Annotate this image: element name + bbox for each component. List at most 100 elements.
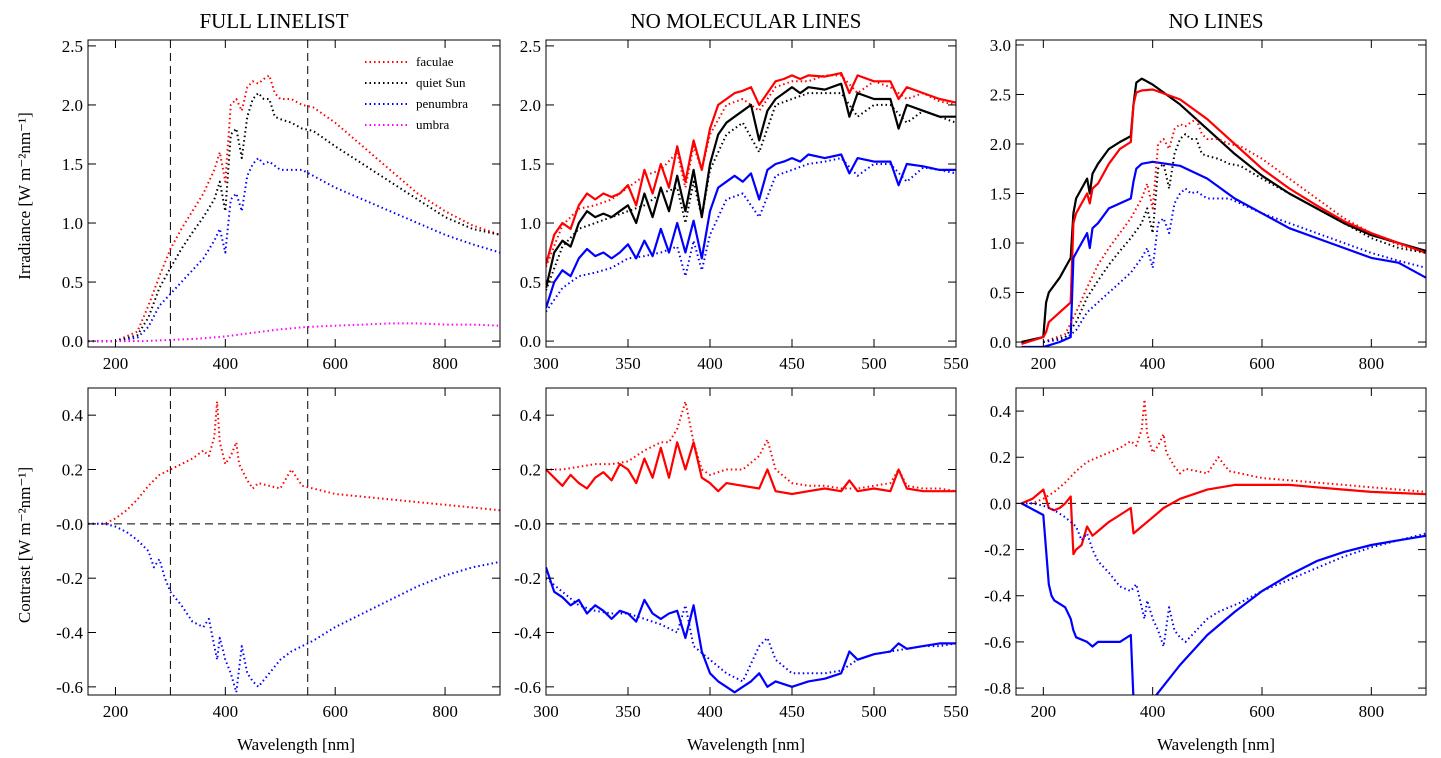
panel-p5: 300 350 400 450 500 550 0.4 0.2 -0.0 -0.2 -0.4 -0.6 bbox=[514, 387, 969, 721]
axes-frame-p3 bbox=[1015, 39, 1427, 348]
ytick-label-p2-3: 1.5 bbox=[520, 155, 541, 174]
xtick-label-p6-3: 800 bbox=[1359, 702, 1385, 721]
title-full-linelist: FULL LINELIST bbox=[199, 9, 348, 33]
ytick-label-p6-2: 0.0 bbox=[990, 494, 1011, 513]
series-p3-faculae-solid bbox=[1021, 88, 1426, 346]
xtick-label-p5-3: 450 bbox=[779, 702, 805, 721]
series-p5-faculae-dotted bbox=[546, 400, 956, 493]
series-p6-penumbra-solid bbox=[1020, 502, 1426, 695]
ytick-label-p4-1: 0.2 bbox=[62, 461, 83, 480]
xtick-label-p1-2: 600 bbox=[322, 354, 348, 373]
series-p6-penumbra-dotted bbox=[1021, 502, 1426, 648]
series-p3-quiet-sun-solid bbox=[1021, 77, 1426, 344]
axes-frame-p4 bbox=[87, 387, 501, 696]
ytick-label-p3-3: 1.5 bbox=[990, 185, 1011, 204]
plot-area-p2 bbox=[546, 72, 956, 313]
ylabel-contrast: Contrast [W m⁻²nm⁻¹] bbox=[15, 467, 34, 623]
xtick-label-p2-5: 550 bbox=[943, 354, 969, 373]
panel-p3: 200 400 600 800 0.0 0.5 1.0 1.5 2.0 2.5 3.0 bbox=[990, 36, 1427, 373]
ytick-label-p2-0: 0.0 bbox=[520, 332, 541, 351]
xtick-label-p5-5: 550 bbox=[943, 702, 969, 721]
panel-p2: 300 350 400 450 500 550 0.0 0.5 1.0 1.5 2.0 2.5 bbox=[520, 37, 969, 373]
series-p1-faculae bbox=[88, 74, 500, 343]
ytick-label-p4-2: -0.0 bbox=[56, 515, 83, 534]
ylabel-irradiance: Irradiance [W m⁻²nm⁻¹] bbox=[15, 112, 34, 280]
ytick-label-p1-3: 1.5 bbox=[62, 155, 83, 174]
series-p4-faculae-contrast bbox=[88, 400, 500, 525]
legend-label-umbra: umbra bbox=[416, 117, 449, 132]
series-p1-umbra bbox=[88, 322, 500, 343]
ytick-label-p6-4: -0.4 bbox=[984, 587, 1011, 606]
xtick-label-p2-3: 450 bbox=[779, 354, 805, 373]
xtick-label-p6-0: 200 bbox=[1031, 702, 1057, 721]
ytick-label-p6-5: -0.6 bbox=[984, 633, 1011, 652]
ytick-label-p1-1: 0.5 bbox=[62, 273, 83, 292]
axes-frame-p2 bbox=[545, 39, 957, 348]
xtick-label-p5-0: 300 bbox=[533, 702, 559, 721]
ytick-label-p1-4: 2.0 bbox=[62, 96, 83, 115]
xtick-label-p2-2: 400 bbox=[697, 354, 723, 373]
ytick-label-p5-3: -0.2 bbox=[514, 569, 541, 588]
axes-frame-p5 bbox=[545, 387, 957, 696]
xtick-label-p6-1: 400 bbox=[1140, 702, 1166, 721]
xlabel-panel-1: Wavelength [nm] bbox=[237, 735, 355, 754]
panel-p6: 200 400 600 800 0.4 0.2 0.0 -0.2 -0.4 -0.6 -0.8 bbox=[984, 387, 1427, 721]
xtick-label-p3-2: 600 bbox=[1249, 354, 1275, 373]
series-p5-penumbra-dotted bbox=[546, 577, 956, 683]
ytick-label-p4-3: -0.2 bbox=[56, 569, 83, 588]
ytick-label-p5-4: -0.4 bbox=[514, 624, 541, 643]
legend-label-quiet-sun: quiet Sun bbox=[416, 75, 466, 90]
ytick-label-p4-4: -0.4 bbox=[56, 624, 83, 643]
xtick-label-p3-3: 800 bbox=[1359, 354, 1385, 373]
plot-area-p4 bbox=[88, 388, 500, 695]
ytick-label-p2-4: 2.0 bbox=[520, 96, 541, 115]
ytick-label-p2-1: 0.5 bbox=[520, 273, 541, 292]
ytick-label-p3-4: 2.0 bbox=[990, 135, 1011, 154]
legend-label-faculae: faculae bbox=[416, 54, 454, 69]
ytick-label-p6-0: 0.4 bbox=[990, 402, 1012, 421]
ytick-label-p3-6: 3.0 bbox=[990, 36, 1011, 55]
xtick-label-p1-3: 800 bbox=[432, 354, 458, 373]
ytick-label-p1-0: 0.0 bbox=[62, 332, 83, 351]
ytick-label-p5-2: -0.0 bbox=[514, 515, 541, 534]
xtick-label-p2-1: 350 bbox=[615, 354, 641, 373]
title-no-molecular-lines: NO MOLECULAR LINES bbox=[631, 9, 862, 33]
ytick-label-p3-0: 0.0 bbox=[990, 333, 1011, 352]
xtick-label-p2-0: 300 bbox=[533, 354, 559, 373]
xtick-label-p3-0: 200 bbox=[1031, 354, 1057, 373]
ytick-label-p5-5: -0.6 bbox=[514, 678, 541, 697]
ytick-label-p6-6: -0.8 bbox=[984, 679, 1011, 698]
ytick-label-p4-0: 0.4 bbox=[62, 406, 84, 425]
plot-area-p6 bbox=[1016, 398, 1426, 695]
series-p2-quiet-sun-dotted bbox=[546, 92, 956, 291]
series-p5-faculae-solid bbox=[546, 441, 956, 496]
plot-area-p5 bbox=[546, 400, 956, 694]
plot-area-p1 bbox=[88, 40, 500, 347]
series-p2-penumbra-solid bbox=[546, 153, 956, 309]
xtick-label-p1-1: 400 bbox=[213, 354, 239, 373]
xtick-label-p4-1: 400 bbox=[213, 702, 239, 721]
xtick-label-p4-3: 800 bbox=[432, 702, 458, 721]
series-p2-faculae-dotted bbox=[546, 74, 956, 268]
series-p6-faculae-solid bbox=[1021, 483, 1426, 556]
series-p3-penumbra-solid bbox=[1021, 160, 1426, 347]
xtick-label-p1-0: 200 bbox=[103, 354, 129, 373]
xtick-label-p4-2: 600 bbox=[322, 702, 348, 721]
ytick-label-p3-5: 2.5 bbox=[990, 85, 1011, 104]
series-p2-penumbra-dotted bbox=[546, 157, 956, 313]
axes-frame-p1 bbox=[87, 39, 501, 348]
title-no-lines: NO LINES bbox=[1168, 9, 1263, 33]
series-p5-penumbra-solid bbox=[546, 566, 956, 694]
panels: 200 400 600 800 0.0 0.5 1.0 1.5 2.0 2.5 300 350 400 4… bbox=[56, 36, 1427, 721]
xtick-label-p5-2: 400 bbox=[697, 702, 723, 721]
series-p4-penumbra-contrast bbox=[88, 522, 500, 694]
xlabel-panel-3: Wavelength [nm] bbox=[1157, 735, 1275, 754]
xtick-label-p4-0: 200 bbox=[103, 702, 129, 721]
xtick-label-p5-1: 350 bbox=[615, 702, 641, 721]
ytick-label-p1-2: 1.0 bbox=[62, 214, 83, 233]
ytick-label-p6-1: 0.2 bbox=[990, 448, 1011, 467]
series-p1-penumbra bbox=[88, 157, 500, 343]
ytick-label-p5-0: 0.4 bbox=[520, 406, 542, 425]
series-p2-faculae-solid bbox=[546, 72, 956, 265]
ytick-label-p3-2: 1.0 bbox=[990, 234, 1011, 253]
